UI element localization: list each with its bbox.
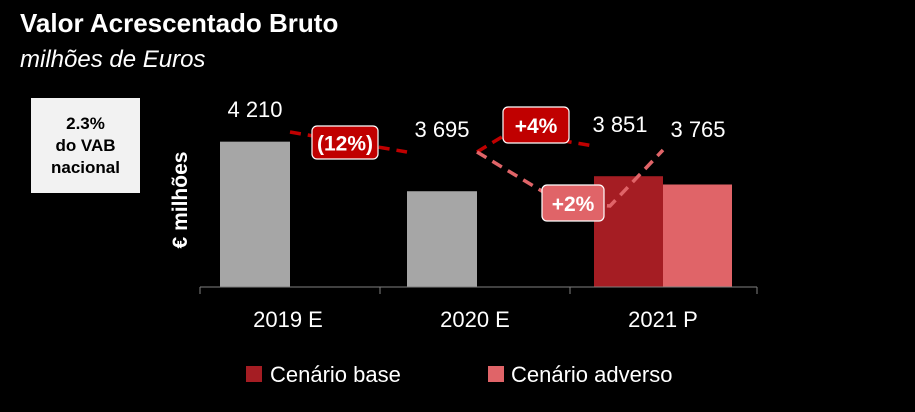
share-note-box: 2.3% do VAB nacional (31, 98, 140, 193)
data-label: 3 851 (592, 112, 647, 137)
change-badge-adverse-label: +2% (552, 193, 595, 216)
legend-label: Cenário adverso (511, 362, 672, 387)
legend-label: Cenário base (270, 362, 401, 387)
legend-swatch (488, 366, 504, 382)
data-label: 3 695 (414, 117, 469, 142)
share-note-line1: 2.3% (66, 113, 105, 133)
share-note-line2: do VAB (55, 135, 116, 155)
x-tick-label: 2021 P (628, 307, 698, 332)
change-badge-base-label: +4% (515, 115, 558, 138)
change-badge-2020-label: (12%) (317, 133, 373, 156)
change-badge-base (502, 106, 570, 144)
bar-2021-base (594, 176, 663, 287)
y-axis-title: € milhões (169, 152, 192, 249)
share-note-line3: nacional (51, 157, 120, 177)
bar-2021-adverse (663, 184, 732, 287)
change-badge-adverse (541, 184, 605, 222)
change-badge-2020 (311, 125, 379, 160)
bar-2020 (407, 191, 477, 287)
x-tick-label: 2020 E (440, 307, 510, 332)
legend-swatch (246, 366, 262, 382)
x-tick-label: 2019 E (253, 307, 323, 332)
chart-title: Valor Acrescentado Bruto (20, 8, 339, 38)
change-line-adverse (476, 148, 665, 208)
bar-2019 (220, 141, 290, 287)
data-label: 4 210 (227, 97, 282, 122)
chart-subtitle: milhões de Euros (20, 46, 206, 73)
data-label: 3 765 (670, 117, 725, 142)
